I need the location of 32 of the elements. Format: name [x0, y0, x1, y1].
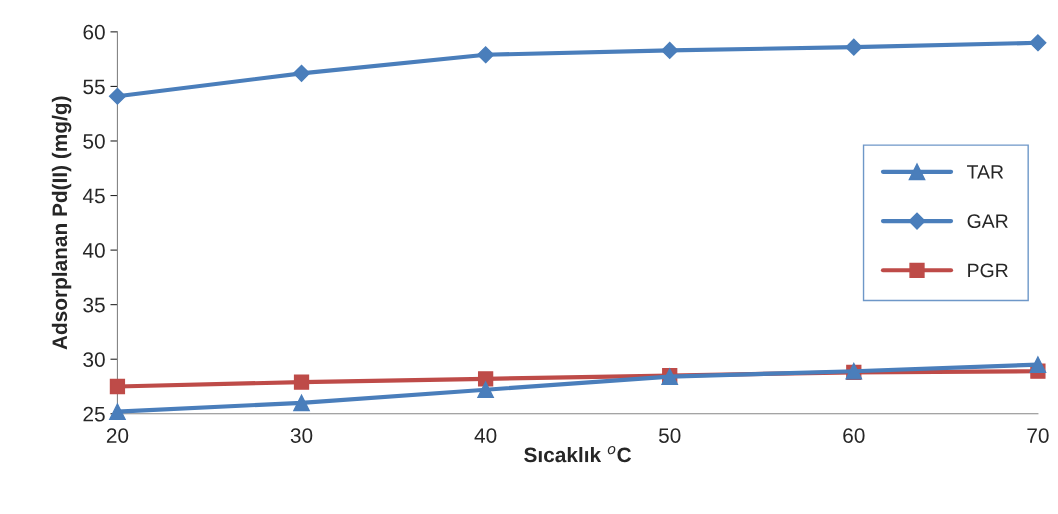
y-tick-label: 40 [82, 243, 105, 258]
x-tick-label: 60 [843, 428, 865, 443]
point [293, 394, 310, 412]
point [477, 46, 495, 64]
legend-label: TAR [967, 165, 1004, 179]
y-tick-label: 45 [82, 188, 105, 204]
x-tick-label: 70 [1027, 428, 1049, 443]
x-tick-label: 30 [290, 428, 313, 443]
y-tick-label: 50 [83, 133, 105, 149]
legend-label: GAR [967, 214, 1008, 229]
point [293, 374, 310, 390]
legend-label: PGR [968, 263, 1008, 278]
point [661, 41, 679, 59]
x-tick-label: 50 [658, 428, 681, 443]
point [109, 403, 126, 420]
x-tick-label: 40 [474, 428, 497, 443]
point [1029, 356, 1047, 374]
y-tick-label: 35 [83, 297, 105, 313]
point [109, 378, 126, 395]
y-tick-label: 55 [83, 79, 105, 95]
point [477, 371, 494, 387]
point [108, 87, 126, 105]
y-tick-label: 60 [83, 24, 105, 40]
x-tick-label: 20 [106, 428, 129, 443]
y-tick-label: 30 [83, 352, 105, 367]
y-axis-title: Adsorplanan Pd(II) (mg/g) [51, 96, 72, 350]
point [845, 38, 863, 56]
point [477, 381, 494, 399]
y-tick-label: 25 [83, 406, 105, 422]
point [292, 64, 311, 82]
x-axis-title: Sıcaklık $^{o}$C [524, 445, 632, 463]
point [1029, 34, 1047, 52]
